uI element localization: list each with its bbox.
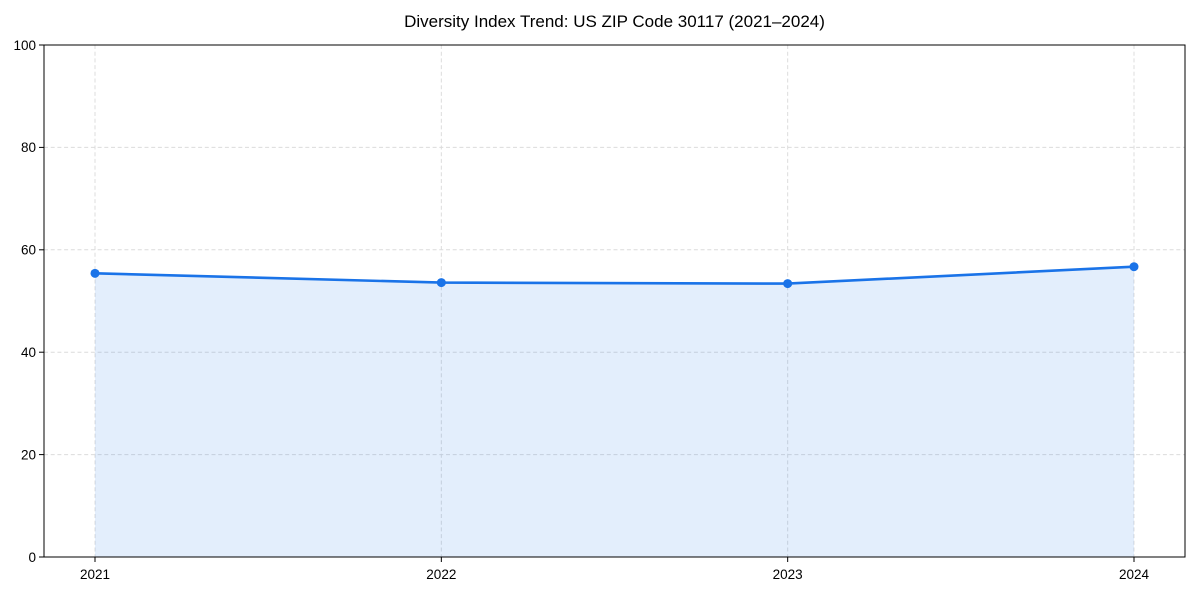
data-layer <box>90 262 1139 557</box>
y-tick-label: 100 <box>13 38 36 53</box>
axis-layer: 0 20 40 60 80 100 2021 2022 2023 2024 <box>13 38 1186 582</box>
x-tick-label: 2021 <box>80 567 110 582</box>
y-tick-label: 60 <box>21 243 36 258</box>
x-tick-label: 2024 <box>1119 567 1150 582</box>
data-point-2024 <box>1129 262 1139 272</box>
y-tick-label: 0 <box>28 550 36 565</box>
x-tick-label: 2022 <box>426 567 456 582</box>
y-tick-label: 40 <box>21 345 36 360</box>
data-point-2021 <box>90 268 100 278</box>
chart-title: Diversity Index Trend: US ZIP Code 30117… <box>404 12 825 31</box>
trend-line <box>93 265 1136 285</box>
plot-border <box>43 44 1186 558</box>
area-fill <box>95 266 1134 557</box>
data-point-2022 <box>436 278 446 288</box>
y-tick-label: 80 <box>21 140 36 155</box>
y-tick-label: 20 <box>21 447 36 462</box>
x-tick-label: 2023 <box>773 567 803 582</box>
grid-layer <box>44 45 1185 557</box>
data-point-2023 <box>783 279 793 289</box>
